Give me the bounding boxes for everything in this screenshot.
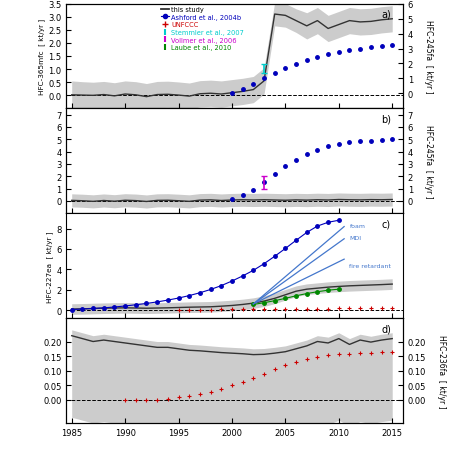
Y-axis label: HFC-245fa  [ kt/yr ]: HFC-245fa [ kt/yr ] bbox=[424, 20, 433, 94]
Text: foam: foam bbox=[349, 223, 365, 228]
Text: a): a) bbox=[382, 10, 391, 20]
Y-axis label: HFC-227ea  [ kt/yr ]: HFC-227ea [ kt/yr ] bbox=[46, 231, 54, 302]
Text: fire retardant: fire retardant bbox=[349, 263, 392, 268]
Y-axis label: HFC-365mfc  [ kt/yr ]: HFC-365mfc [ kt/yr ] bbox=[39, 19, 46, 95]
Legend: this study, Ashford et al., 2004b, UNFCCC, Stemmler et al., 2007, Vollmer et al.: this study, Ashford et al., 2004b, UNFCC… bbox=[161, 7, 244, 51]
Y-axis label: HFC-236fa  [ kt/yr ]: HFC-236fa [ kt/yr ] bbox=[437, 334, 446, 408]
Text: MDI: MDI bbox=[349, 236, 362, 241]
Text: d): d) bbox=[381, 324, 391, 334]
Text: b): b) bbox=[381, 115, 391, 124]
Y-axis label: HFC-245fa  [ kt/yr ]: HFC-245fa [ kt/yr ] bbox=[424, 125, 433, 198]
Text: c): c) bbox=[382, 219, 391, 229]
